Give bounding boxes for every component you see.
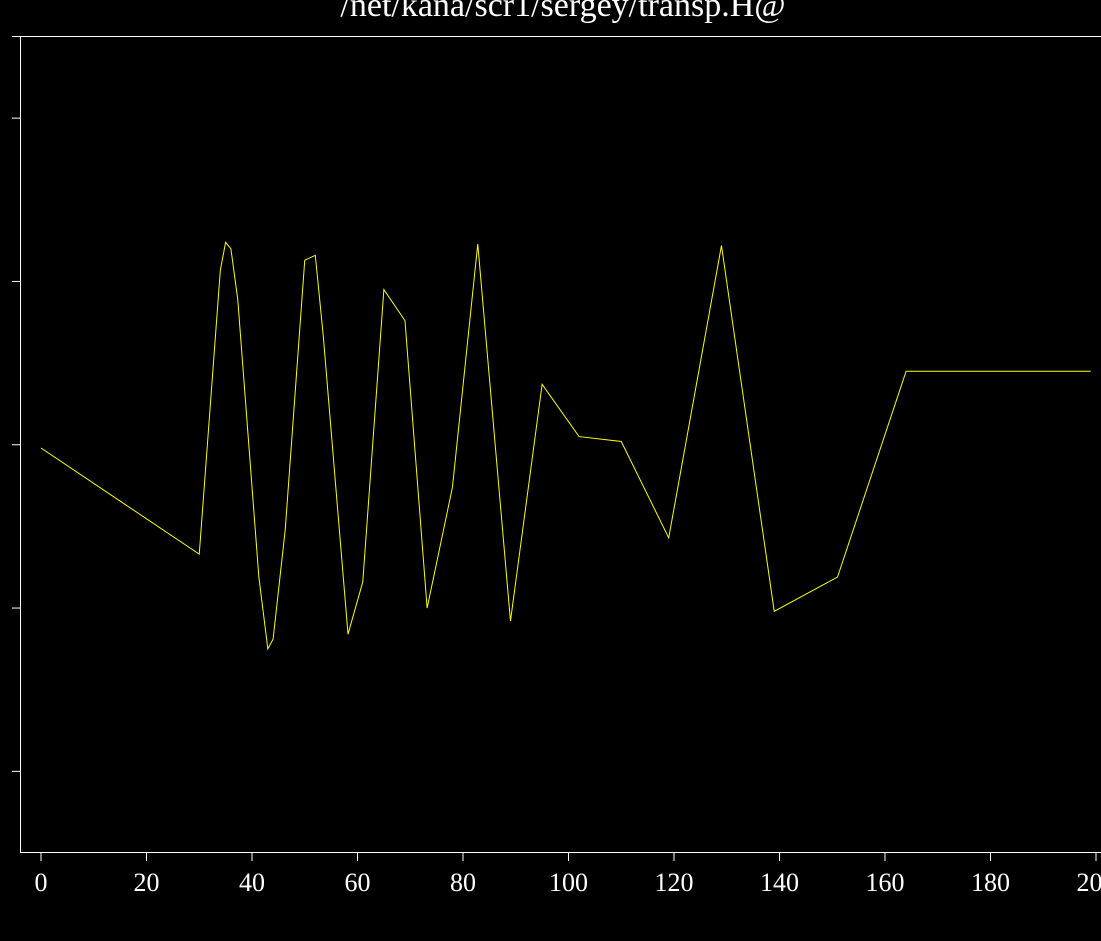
- x-tick-label: 60: [345, 868, 371, 897]
- x-tick-label: 20: [134, 868, 160, 897]
- plot-frame: [20, 36, 1101, 853]
- x-tick-label: 180: [971, 868, 1010, 897]
- x-tick-label: 100: [549, 868, 588, 897]
- x-tick-label: 140: [760, 868, 799, 897]
- x-tick-label: 40: [239, 868, 265, 897]
- data-line: [40, 241, 1091, 651]
- x-tick-label: 80: [450, 868, 476, 897]
- x-tick-label: 0: [35, 868, 48, 897]
- x-tick-label: 160: [866, 868, 905, 897]
- x-tick-label: 120: [655, 868, 694, 897]
- chart-title: /net/kana/scr1/sergey/transp.H@: [340, 0, 785, 24]
- x-tick-label: 200: [1077, 868, 1101, 897]
